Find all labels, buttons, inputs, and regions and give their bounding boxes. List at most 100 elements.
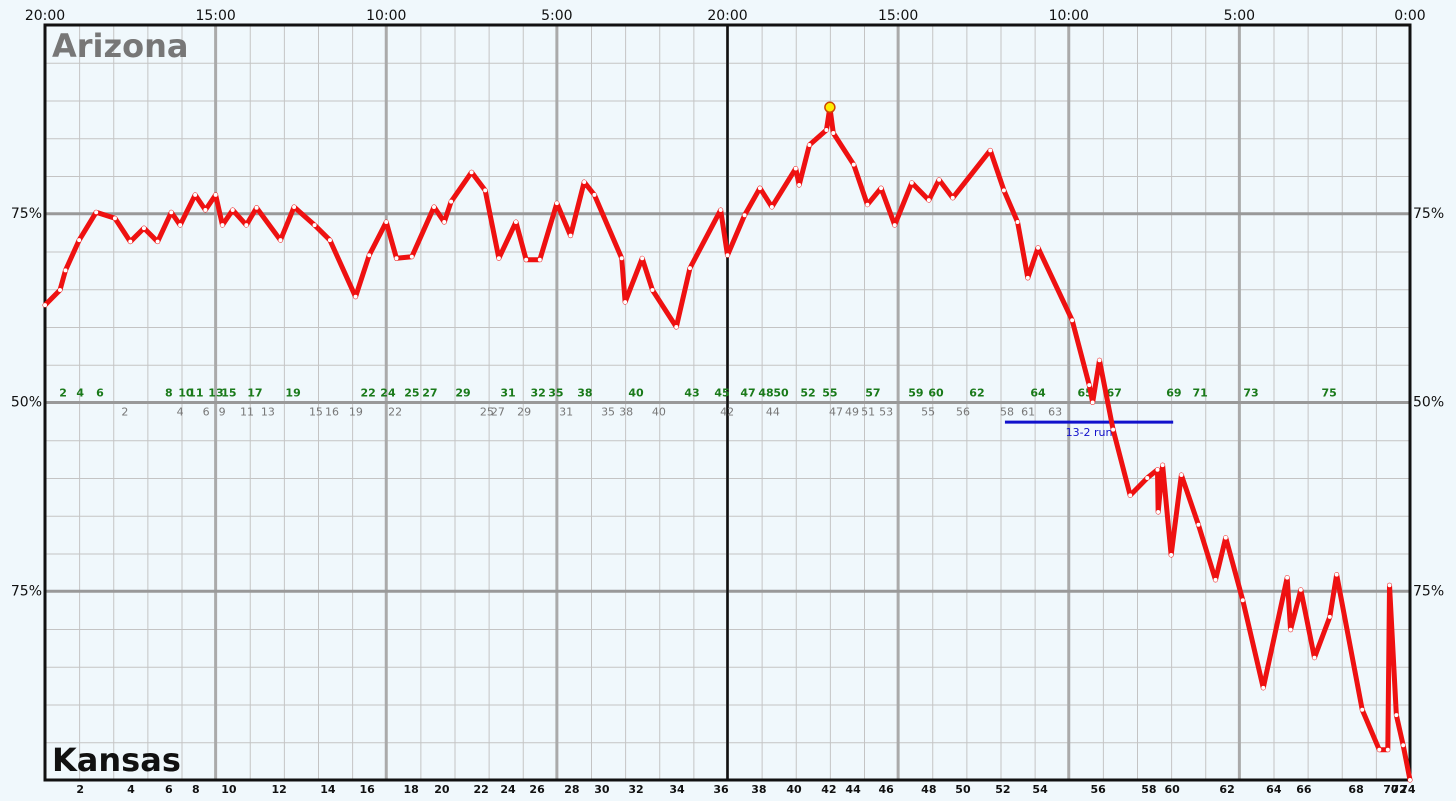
point	[687, 266, 692, 271]
arizona-score: 24	[380, 387, 396, 400]
bottom-tick-label: 18	[404, 783, 419, 796]
arizona-score: 57	[865, 387, 880, 400]
point	[483, 188, 488, 193]
point	[1001, 188, 1006, 193]
point	[1070, 318, 1075, 323]
point	[384, 220, 389, 225]
point	[1387, 583, 1392, 588]
point	[169, 210, 174, 215]
point	[524, 257, 529, 262]
arizona-score: 60	[928, 387, 944, 400]
point	[1090, 400, 1095, 405]
arizona-score: 43	[684, 387, 699, 400]
arizona-score: 6	[96, 387, 104, 400]
bottom-tick-label: 8	[192, 783, 200, 796]
point	[1025, 275, 1030, 280]
bottom-tick-label: 14	[320, 783, 336, 796]
bottom-tick-label: 60	[1164, 783, 1180, 796]
point	[865, 202, 870, 207]
point	[1298, 587, 1303, 592]
point	[851, 162, 856, 167]
point	[193, 192, 198, 197]
point	[58, 288, 63, 293]
point	[1111, 427, 1116, 432]
point	[725, 253, 730, 258]
x-tick-label: 15:00	[878, 8, 918, 24]
arizona-score: 62	[969, 387, 984, 400]
kansas-score: 11	[240, 406, 254, 419]
point	[1196, 522, 1201, 527]
point	[254, 205, 259, 210]
arizona-score: 19	[285, 387, 300, 400]
x-tick-label: 20:00	[25, 8, 65, 24]
point	[1288, 627, 1293, 632]
arizona-score: 29	[455, 387, 470, 400]
point	[1240, 598, 1245, 603]
kansas-score: 55	[921, 406, 935, 419]
point	[394, 256, 399, 261]
bottom-tick-label: 58	[1141, 783, 1156, 796]
point	[1360, 707, 1365, 712]
point	[1285, 575, 1290, 580]
point	[244, 223, 249, 228]
point	[1015, 220, 1020, 225]
kansas-score: 40	[652, 406, 666, 419]
kansas-score: 2	[121, 406, 128, 419]
arizona-score: 2	[59, 387, 67, 400]
bottom-tick-label: 2	[76, 783, 84, 796]
kansas-score: 47	[829, 406, 843, 419]
point	[807, 143, 812, 148]
kansas-score: 13	[261, 406, 275, 419]
arizona-score: 45	[714, 387, 729, 400]
bottom-tick-label: 70	[1383, 783, 1399, 796]
kansas-score: 29	[517, 406, 531, 419]
x-tick-label: 5:00	[541, 8, 572, 24]
bottom-tick-label: 46	[879, 783, 895, 796]
point	[674, 325, 679, 329]
point	[469, 170, 474, 175]
bottom-tick-label: 74	[1400, 783, 1416, 796]
kansas-score: 15	[309, 406, 323, 419]
point	[213, 192, 218, 197]
arizona-score: 55	[822, 387, 837, 400]
bottom-tick-label: 4	[127, 783, 135, 796]
kansas-score: 58	[1000, 406, 1014, 419]
kansas-score: 31	[559, 406, 573, 419]
bottom-tick-label: 30	[594, 783, 610, 796]
bottom-tick-label: 12	[271, 783, 286, 796]
point	[568, 233, 573, 238]
run-label: 13-2 run	[1066, 426, 1113, 439]
bottom-tick-label: 50	[955, 783, 971, 796]
arizona-score: 75	[1321, 387, 1336, 400]
point	[909, 180, 914, 185]
bottom-tick-label: 44	[845, 783, 861, 796]
point	[537, 257, 542, 262]
point	[442, 220, 447, 225]
arizona-score: 31	[500, 387, 515, 400]
point	[449, 199, 454, 204]
bottom-tick-label: 28	[564, 783, 579, 796]
point	[1169, 553, 1174, 558]
bottom-tick-label: 42	[821, 783, 836, 796]
point	[1394, 713, 1399, 718]
bottom-tick-label: 20	[434, 783, 450, 796]
point	[1401, 743, 1406, 748]
point	[793, 166, 798, 171]
arizona-score: 4	[76, 387, 84, 400]
point	[327, 238, 332, 243]
point	[1036, 245, 1041, 250]
point	[742, 213, 747, 218]
point	[831, 130, 836, 135]
arizona-score: 8	[165, 387, 173, 400]
kansas-score: 42	[720, 406, 734, 419]
bottom-tick-label: 32	[628, 783, 643, 796]
bottom-tick-label: 72	[1391, 783, 1406, 796]
point	[230, 207, 235, 212]
point	[1179, 472, 1184, 477]
point	[1160, 463, 1165, 468]
point	[950, 195, 955, 200]
arizona-score: 13	[208, 387, 223, 400]
point	[278, 238, 283, 243]
